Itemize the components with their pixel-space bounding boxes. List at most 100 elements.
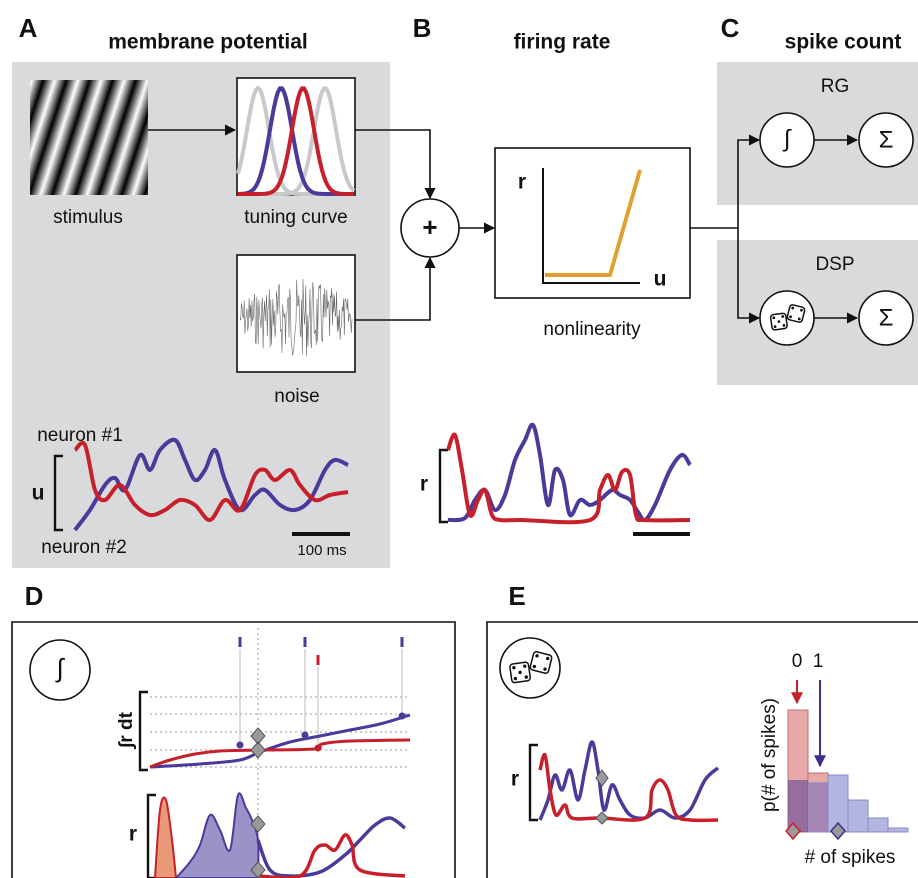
axis-label: u bbox=[32, 482, 45, 505]
arrow bbox=[355, 256, 436, 321]
die-dot bbox=[800, 308, 803, 312]
die-face bbox=[786, 304, 806, 323]
axis-bracket bbox=[53, 454, 63, 532]
die-dot bbox=[524, 675, 529, 679]
die-dot bbox=[518, 670, 522, 675]
scale-bar-label: 100 ms bbox=[297, 542, 346, 559]
stimulus-image bbox=[30, 80, 148, 195]
rate-trace-2 bbox=[447, 422, 692, 523]
die-dot bbox=[782, 324, 786, 327]
die bbox=[529, 651, 553, 674]
die bbox=[509, 661, 532, 684]
rate-trace-2 bbox=[538, 740, 720, 821]
arrow bbox=[355, 129, 436, 200]
model-label: DSP bbox=[815, 254, 854, 275]
plot-axes bbox=[542, 168, 640, 284]
tuning-curve-label: tuning curve bbox=[244, 207, 348, 228]
noise-trace bbox=[239, 278, 353, 357]
sum-symbol: + bbox=[422, 212, 437, 242]
stimulus-label: stimulus bbox=[53, 207, 123, 228]
integral-symbol: ∫ bbox=[782, 125, 792, 152]
die-dot bbox=[545, 656, 550, 661]
die-dot bbox=[532, 664, 537, 669]
die-dot bbox=[543, 667, 547, 671]
die-dot bbox=[513, 676, 518, 681]
axis-label: ∫r dt bbox=[116, 711, 137, 749]
histogram-bar bbox=[887, 827, 909, 833]
integral-symbol: ∫ bbox=[54, 653, 65, 683]
model-label: RG bbox=[821, 76, 850, 97]
axis-label: u bbox=[654, 268, 667, 291]
die-dot bbox=[797, 317, 801, 321]
panel-letter: A bbox=[19, 13, 38, 43]
die-dot bbox=[523, 664, 527, 668]
panel-letter: B bbox=[413, 13, 432, 43]
die bbox=[786, 304, 806, 323]
neuron-1-trace bbox=[73, 440, 349, 522]
integral-trace-2 bbox=[149, 713, 411, 769]
die bbox=[769, 312, 788, 331]
integrated-area bbox=[174, 792, 260, 878]
arrow bbox=[737, 134, 761, 228]
axis-label: # of spikes bbox=[805, 847, 896, 868]
spike-marker bbox=[595, 769, 609, 825]
panel-title: membrane potential bbox=[108, 31, 308, 54]
spike-point bbox=[236, 741, 244, 749]
die-dot bbox=[791, 306, 795, 310]
die-dot bbox=[781, 315, 785, 318]
die-dot bbox=[772, 316, 776, 320]
threshold-marker bbox=[250, 727, 266, 759]
die-face bbox=[529, 651, 553, 674]
noise-label: noise bbox=[274, 386, 319, 407]
spike-point bbox=[301, 731, 309, 739]
sum-node bbox=[858, 112, 914, 168]
count-marker bbox=[830, 821, 846, 841]
count-label: 0 bbox=[792, 651, 803, 672]
panel-letter: D bbox=[25, 581, 44, 611]
die-dot bbox=[789, 315, 792, 319]
axis-bracket bbox=[146, 793, 156, 878]
neuron-label: neuron #1 bbox=[37, 425, 123, 446]
threshold-marker bbox=[250, 815, 266, 878]
die-dot bbox=[535, 654, 539, 658]
panel-letter: E bbox=[508, 581, 525, 611]
die-dot bbox=[512, 666, 516, 670]
nonlinearity-label: nonlinearity bbox=[543, 319, 641, 340]
axis-bracket bbox=[438, 448, 448, 524]
tuning-curve bbox=[238, 86, 355, 196]
sum-node bbox=[858, 290, 914, 346]
neuron-label: neuron #2 bbox=[41, 537, 127, 558]
axis-bracket bbox=[138, 690, 148, 772]
rate-trace-1 bbox=[446, 432, 691, 525]
die-dot bbox=[773, 325, 777, 329]
die-dot bbox=[777, 320, 781, 323]
neuron-2-trace bbox=[73, 437, 349, 532]
panel-title: spike count bbox=[785, 31, 902, 54]
histogram-bar bbox=[867, 817, 889, 833]
panel-title: firing rate bbox=[514, 31, 611, 54]
sum-symbol: Σ bbox=[879, 304, 894, 331]
rate-trace-1 bbox=[538, 752, 719, 823]
axis-label: r bbox=[420, 473, 428, 496]
histogram-bar bbox=[847, 799, 869, 833]
histogram-bar bbox=[807, 782, 829, 833]
count-marker bbox=[785, 821, 801, 841]
panel-frame bbox=[11, 621, 456, 878]
nonlinearity-curve bbox=[545, 169, 642, 277]
integrated-area bbox=[153, 796, 178, 878]
count-label: 1 bbox=[813, 651, 824, 672]
panel-frame bbox=[486, 621, 918, 878]
axis-label: r bbox=[129, 823, 137, 846]
arrow bbox=[737, 228, 761, 324]
integrator-node bbox=[29, 639, 91, 701]
rate-trace-1 bbox=[257, 833, 406, 878]
sum-symbol: Σ bbox=[879, 126, 894, 153]
axis-label: p(# of spikes) bbox=[759, 698, 780, 812]
axis-bracket bbox=[528, 743, 538, 822]
axis-label: r bbox=[511, 768, 519, 791]
axis-label: r bbox=[518, 171, 526, 194]
rate-trace-2 bbox=[256, 816, 407, 878]
panel-letter: C bbox=[721, 13, 740, 43]
histogram-overlap bbox=[788, 780, 808, 832]
